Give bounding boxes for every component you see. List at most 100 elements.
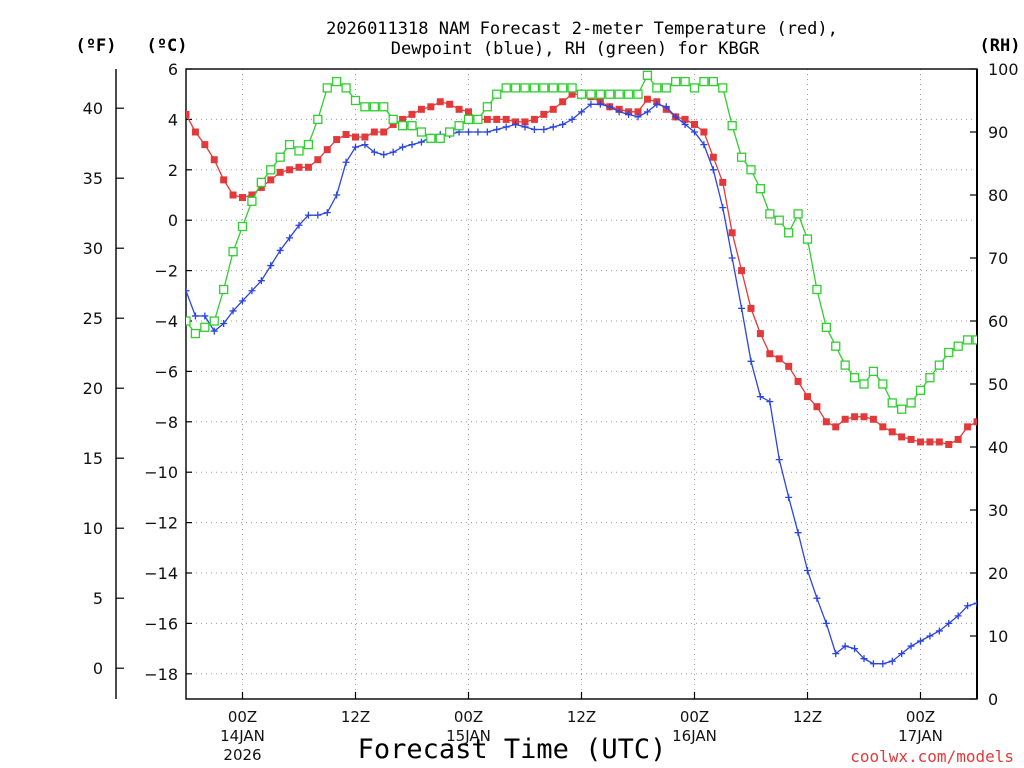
temperature-point (399, 115, 407, 123)
dewpoint-point (361, 141, 369, 149)
rh-tick-label: 70 (988, 249, 1008, 268)
temperature-point (502, 115, 510, 123)
rh-tick-label: 20 (988, 564, 1008, 583)
temperature-point (361, 133, 369, 141)
rh-point (906, 398, 916, 408)
fahrenheit-tick-label: 25 (83, 309, 103, 328)
temperature-point (342, 131, 350, 139)
dewpoint-point (832, 650, 840, 658)
temperature-point (239, 194, 246, 202)
dewpoint-point (493, 125, 501, 133)
dewpoint-point (502, 123, 510, 131)
rh-point (284, 139, 295, 150)
rh-point (463, 114, 474, 125)
temperature-point (220, 176, 228, 184)
temperature-point (389, 120, 397, 128)
temperature-point (333, 136, 341, 144)
temperature-point (983, 406, 990, 413)
celsius-tick-label: −10 (144, 463, 178, 482)
rh-point (944, 347, 954, 358)
rh-point (661, 83, 671, 93)
rh-unit-label: (RH) (980, 36, 1021, 56)
dewpoint-point (465, 128, 472, 136)
credit-text: coolwx.com/models (850, 747, 1014, 766)
fahrenheit-tick-label: 0 (93, 659, 103, 678)
dewpoint-point (201, 312, 209, 320)
rh-point (186, 316, 191, 326)
dewpoint-point (860, 655, 868, 663)
temperature-point (832, 423, 840, 431)
temperature-point (186, 110, 190, 118)
rh-point (840, 360, 850, 370)
dewpoint-point (286, 234, 294, 242)
rh-point (652, 83, 662, 93)
rh-point (228, 247, 238, 257)
x-tick-label: 16JAN (672, 727, 717, 745)
rh-tick-label: 90 (988, 123, 1008, 142)
rh-point (915, 385, 926, 395)
celsius-unit-label: (ºC) (147, 36, 188, 56)
rh-point (755, 184, 766, 194)
celsius-tick-label: 6 (168, 60, 178, 79)
rh-point (765, 209, 775, 219)
temperature-point (766, 350, 774, 358)
rh-point (859, 379, 869, 389)
rh-point (520, 83, 530, 93)
rh-point (821, 322, 831, 332)
dewpoint-point (879, 660, 887, 668)
temperature-point (907, 435, 915, 443)
rh-point (313, 114, 323, 125)
dewpoint-point (634, 113, 642, 121)
rh-point (576, 89, 587, 99)
rh-point (454, 121, 464, 131)
temperature-point (483, 115, 491, 123)
rh-point (671, 76, 681, 87)
celsius-tick-label: −16 (144, 614, 178, 633)
temperature-point (964, 423, 972, 431)
rh-point (407, 121, 417, 131)
temperature-point (804, 393, 811, 401)
temperature-point (286, 166, 294, 174)
rh-point (708, 76, 718, 87)
rh-line (186, 74, 977, 410)
rh-point (953, 341, 963, 351)
temperature-point (898, 433, 906, 441)
dewpoint-point (653, 100, 661, 108)
temperature-point (945, 440, 953, 448)
rh-point (595, 89, 605, 99)
rh-point (623, 89, 634, 99)
dewpoint-point (229, 307, 237, 315)
rh-point (849, 373, 860, 383)
rh-point (972, 335, 977, 345)
temperature-point (304, 163, 312, 171)
temperature-point (323, 146, 331, 154)
rh-point (266, 165, 276, 175)
rh-point (209, 316, 219, 326)
rh-point (878, 379, 888, 389)
dewpoint-point (267, 262, 275, 270)
rh-point (219, 284, 229, 295)
axes: 40353025201510506420−2−4−6−8−10−12−14−16… (83, 60, 1019, 764)
rh-point (887, 398, 897, 408)
rh-point (435, 133, 445, 143)
temperature-point (719, 178, 727, 186)
rh-point (718, 83, 728, 93)
rh-point (699, 76, 709, 87)
temperature-point (935, 438, 943, 446)
dewpoint-point (615, 108, 623, 116)
dewpoint-point (917, 637, 924, 645)
dewpoint-point (314, 211, 322, 219)
dewpoint-point (964, 602, 972, 610)
temperature-point (643, 95, 651, 103)
dewpoint-point (568, 115, 576, 123)
temperature-point (446, 100, 454, 108)
dewpoint-point (352, 143, 359, 151)
dewpoint-point (370, 148, 378, 156)
rh-point (426, 133, 436, 143)
rh-point (802, 234, 813, 244)
dewpoint-point (662, 103, 670, 111)
rh-tick-label: 60 (988, 312, 1008, 331)
dewpoint-point (926, 632, 934, 640)
series-layer (186, 70, 990, 668)
temperature-point (549, 105, 557, 113)
